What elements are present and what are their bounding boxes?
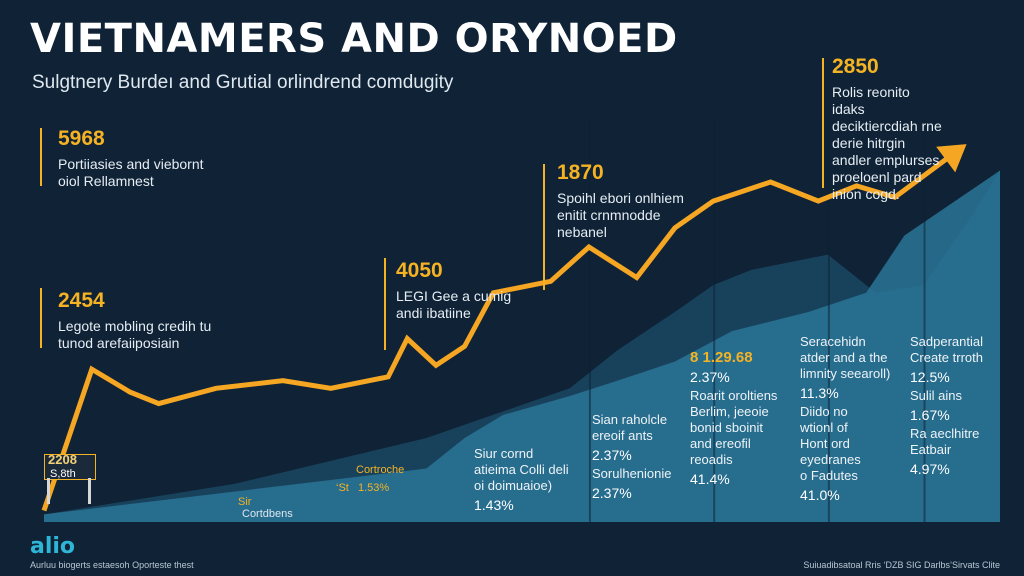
source-credit: Suiuadibsatoal Rris ‘DZB SIG Darlbs’Sirv…: [803, 560, 1000, 570]
annotation-bar: [40, 128, 42, 186]
annotation-bar: [40, 288, 42, 348]
column-divider: [923, 120, 926, 522]
column-line: oi doimuaioe): [474, 478, 553, 493]
column-line: Sorulhenionie: [592, 466, 672, 481]
trend-arrow-head: [936, 144, 967, 173]
annotation-value: 4050: [396, 259, 443, 282]
column-line: Create trroth: [910, 350, 983, 365]
annotation-bar: [822, 58, 824, 188]
annotation-4: 1870 Spoihl ebori onlhiem enitit crnmnod…: [557, 160, 697, 241]
column-header: 8 1.29.68: [690, 349, 753, 366]
column-line: Hont ord: [800, 436, 850, 451]
column-line: wtionl of: [800, 420, 848, 435]
trend-line: [41, 145, 964, 512]
sign-leg: [47, 478, 50, 504]
area-series-front: [44, 170, 1000, 522]
annotation-value: 2850: [832, 55, 879, 78]
annotation-value: 5968: [58, 127, 105, 150]
annotation-value: 1870: [557, 161, 604, 184]
sign-value: 2208: [48, 452, 77, 467]
column-1: Siur cornd atieima Colli deli oi doimuai…: [474, 446, 574, 516]
column-line: atder and a the: [800, 350, 888, 365]
column-line: and ereofil: [690, 436, 751, 451]
column-line: o Fadutes: [800, 468, 858, 483]
column-line: Berlim, jeeoie: [690, 404, 769, 419]
small-label: Cortdbens: [242, 508, 293, 520]
column-line: Seracehidn: [800, 334, 866, 349]
annotation-text: Rolis reonito idaks deciktiercdiah rne d…: [832, 84, 942, 202]
column-5: Sadperantial Create trroth 12.5% Sulil a…: [910, 334, 1010, 480]
column-line: Siur cornd: [474, 446, 534, 461]
column-divider: [588, 120, 591, 522]
column-4: Seracehidn atder and a the limnity seear…: [800, 334, 900, 506]
annotation-value: 2454: [58, 289, 105, 312]
annotation-3: 4050 LEGI Gee a cumig andi ibatiine: [396, 258, 516, 322]
column-pct: 4.97%: [910, 461, 950, 477]
column-pct: 12.5%: [910, 369, 950, 385]
column-line: Ra aeclhitre: [910, 426, 980, 441]
column-line: Sulil ains: [910, 388, 963, 403]
column-pct: 2.37%: [690, 369, 730, 385]
column-line: limnity seearoll): [800, 366, 891, 381]
sign-label: S,8th: [50, 468, 76, 480]
column-divider: [827, 120, 830, 522]
column-line: reoadis: [690, 452, 733, 467]
column-pct: 1.43%: [474, 497, 514, 513]
column-pct: 41.4%: [690, 471, 730, 487]
small-label: ‘St: [336, 482, 349, 494]
column-line: atieima Colli deli: [474, 462, 569, 477]
column-line: ereoif ants: [592, 428, 653, 443]
small-label: Sir: [238, 496, 252, 508]
annotation-text: Portiiasies and viebornt oiol Rellamnest: [58, 156, 204, 189]
chart-subtitle: Sulgtnery Burdeı and Grutial orlindrend …: [32, 72, 454, 93]
column-3: 8 1.29.68 2.37% Roarit oroltiens Berlim,…: [690, 350, 790, 490]
start-sign: 2208 S,8th: [44, 452, 96, 504]
small-pct: 1.53%: [358, 482, 390, 494]
column-line: Sian raholcle: [592, 412, 668, 427]
annotation-text: Spoihl ebori onlhiem enitit crnmnodde ne…: [557, 190, 684, 240]
column-line: eyedranes: [800, 452, 861, 467]
column-line: Eatbair: [910, 442, 952, 457]
annotation-bar: [543, 164, 545, 290]
column-pct: 41.0%: [800, 487, 840, 503]
annotation-text: Legote mobling credih tu tunod arefaiipo…: [58, 318, 212, 351]
column-divider: [713, 120, 716, 522]
annotation-2: 2454 Legote mobling credih tu tunod aref…: [58, 288, 218, 352]
small-label: Cortroche: [356, 464, 405, 476]
column-pct: 1.67%: [910, 407, 950, 423]
column-line: Sadperantial: [910, 334, 983, 349]
annotation-1: 5968 Portiiasies and viebornt oiol Rella…: [58, 126, 228, 190]
annotation-5: 2850 Rolis reonito idaks deciktiercdiah …: [832, 54, 942, 203]
column-2: Sian raholcle ereoif ants 2.37% Sorulhen…: [592, 412, 682, 504]
column-line: bonid sboinit: [690, 420, 763, 435]
column-line: Diido no: [800, 404, 848, 419]
column-pct: 11.3%: [800, 385, 839, 401]
chart-title: VIETNAMERS AND ORYNOED: [30, 16, 678, 62]
brand-tagline: Aurluu biogerts estaesoh Oporteste thest: [30, 560, 194, 570]
sign-board: [44, 454, 96, 480]
column-pct: 2.37%: [592, 485, 632, 501]
column-line: Roarit oroltiens: [690, 388, 778, 403]
brand-logo: alio: [30, 534, 76, 559]
column-pct: 2.37%: [592, 447, 632, 463]
annotation-text: LEGI Gee a cumig andi ibatiine: [396, 288, 512, 321]
sign-leg: [88, 478, 91, 504]
annotation-bar: [384, 258, 386, 350]
